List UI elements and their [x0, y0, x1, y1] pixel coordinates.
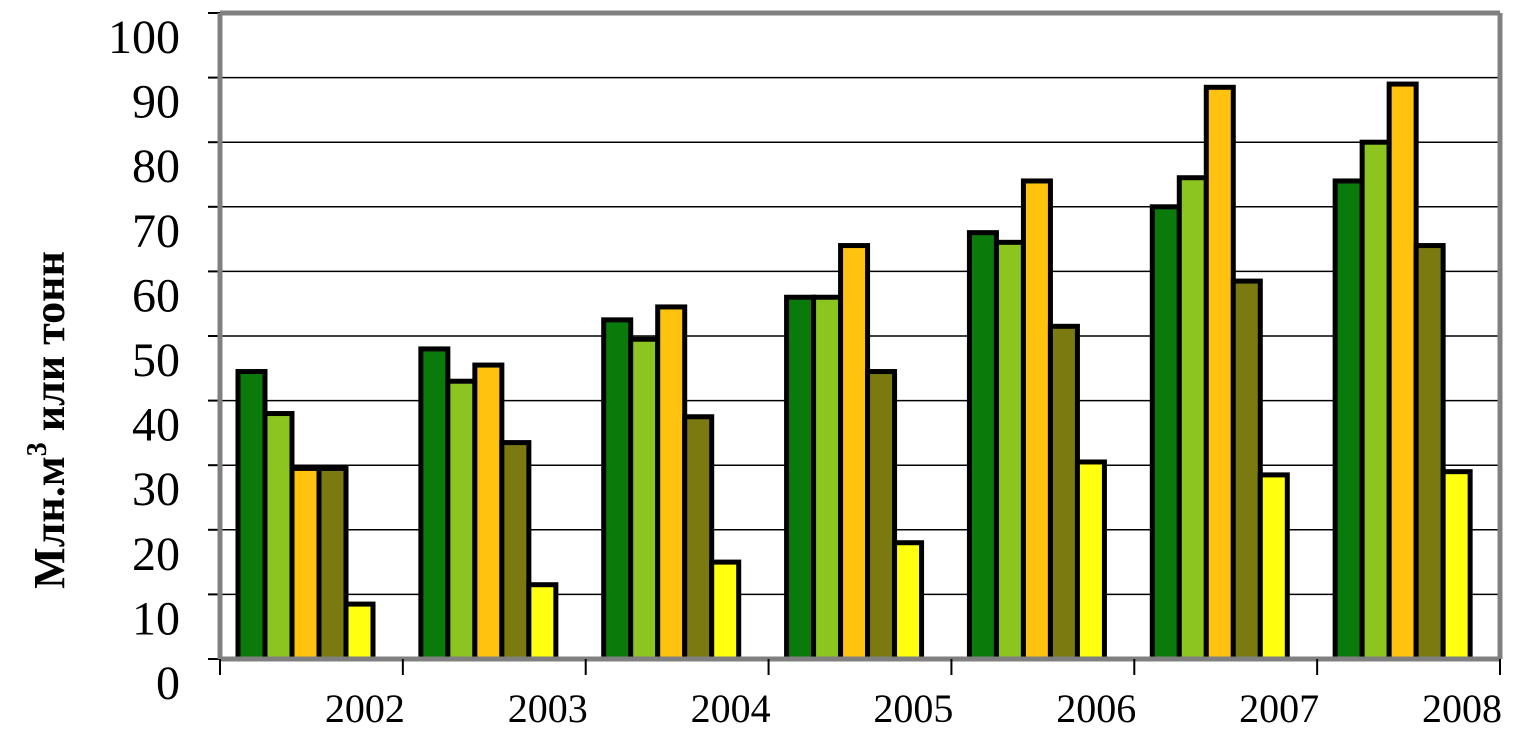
bar-2008-s1: [1332, 178, 1365, 662]
bar-2005-s1: [784, 294, 817, 662]
y-tick-label-90: 90: [132, 76, 180, 129]
bar-2002-s5: [343, 601, 376, 662]
bar-2004-s3: [655, 304, 688, 662]
bar-2004-s1: [601, 317, 634, 662]
bar-2005-s4: [865, 369, 898, 662]
y-tick-label-20: 20: [132, 528, 180, 581]
bar-2005-s5: [892, 540, 925, 662]
bar-2005-s3: [838, 243, 871, 662]
bar-2003-s4: [499, 440, 532, 662]
bar-2003-s3: [472, 362, 505, 662]
y-axis-title-main: Млн.м: [25, 456, 74, 589]
bar-2006-s5: [1074, 459, 1107, 662]
bar-2002-s4: [316, 465, 349, 662]
bar-2002-s3: [289, 465, 322, 662]
bar-2002-s2: [262, 411, 295, 662]
bar-2007-s2: [1176, 175, 1209, 662]
x-tick-label-2004: 2004: [691, 686, 771, 729]
bar-2004-s2: [628, 336, 661, 662]
labels-layer: 0 10 20 30 40 50 60 70 80 90 100 2002 2003 2004 2005 20…: [108, 11, 1502, 729]
bar-2008-s3: [1386, 81, 1419, 662]
bar-2006-s1: [966, 230, 999, 662]
y-tick-label-60: 60: [132, 269, 180, 322]
bar-2007-s4: [1230, 278, 1263, 662]
bar-2007-s3: [1203, 84, 1236, 662]
x-tick-label-2007: 2007: [1239, 686, 1319, 729]
bar-2005-s2: [811, 294, 844, 662]
y-tick-label-50: 50: [132, 334, 180, 387]
y-tick-label-80: 80: [132, 140, 180, 193]
bar-2008-s4: [1413, 243, 1446, 662]
bar-2006-s3: [1020, 178, 1053, 662]
bar-2004-s4: [682, 414, 715, 662]
bar-2006-s4: [1047, 323, 1080, 662]
bar-2004-s5: [709, 559, 742, 662]
bar-2008-s5: [1440, 469, 1473, 662]
x-tick-label-2002: 2002: [325, 686, 405, 729]
axes-layer: [208, 10, 1503, 675]
y-tick-label-30: 30: [132, 463, 180, 516]
y-axis-title: Млн.м3 или тонн: [22, 251, 74, 589]
x-tick-label-2003: 2003: [508, 686, 588, 729]
y-axis-title-rest: или тонн: [25, 251, 74, 442]
x-tick-label-2006: 2006: [1056, 686, 1136, 729]
y-tick-label-10: 10: [132, 592, 180, 645]
bar-2007-s5: [1257, 472, 1290, 662]
y-tick-label-40: 40: [132, 399, 180, 452]
y-axis-title-sup: 3: [22, 442, 53, 456]
x-tick-label-2008: 2008: [1422, 686, 1502, 729]
bar-2006-s2: [993, 239, 1026, 662]
x-tick-label-2005: 2005: [873, 686, 953, 729]
bar-2003-s5: [526, 582, 559, 662]
bar-2008-s2: [1359, 139, 1392, 662]
bar-2002-s1: [235, 369, 268, 662]
bar-2003-s2: [445, 378, 478, 662]
y-tick-label-100: 100: [108, 11, 180, 64]
bar-2003-s1: [418, 346, 451, 662]
bar-2007-s1: [1149, 204, 1182, 662]
y-tick-label-70: 70: [132, 205, 180, 258]
bars-layer: [235, 81, 1473, 662]
y-tick-label-0: 0: [156, 657, 180, 710]
